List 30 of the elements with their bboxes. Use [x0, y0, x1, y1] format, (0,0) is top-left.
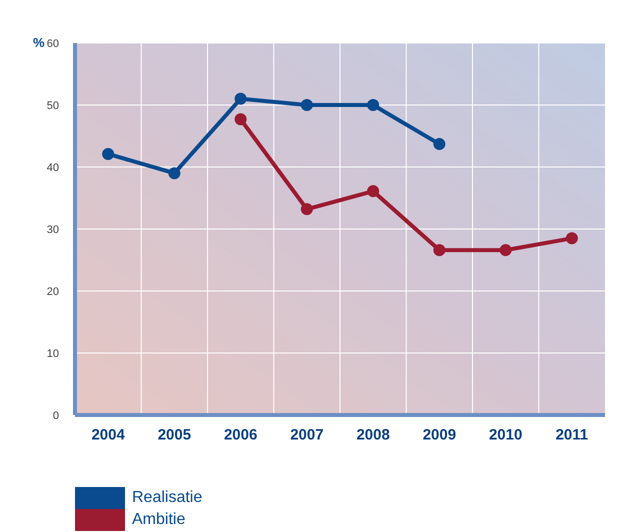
- point: [433, 138, 446, 150]
- x-tick-label: 2011: [556, 426, 588, 444]
- y-tick-label: 50: [46, 100, 59, 112]
- x-tick-label: 2005: [158, 426, 192, 444]
- x-tick-label: 2004: [91, 426, 126, 444]
- point: [367, 99, 380, 111]
- point: [168, 167, 180, 180]
- y-tick-label: 40: [46, 162, 59, 174]
- x-tick-label: 2009: [422, 426, 456, 444]
- y-tick-label: 0: [52, 410, 59, 422]
- x-tick-label: 2010: [488, 426, 522, 444]
- x-tick-label: 2007: [290, 426, 324, 444]
- point: [566, 232, 578, 244]
- point: [234, 113, 247, 126]
- x-tick-label: 2006: [224, 426, 258, 444]
- point: [500, 244, 512, 256]
- point: [102, 148, 114, 160]
- legend-label: Realisatie: [132, 489, 202, 507]
- point: [367, 185, 380, 198]
- y-tick-label: 30: [46, 224, 59, 236]
- y-axis-title: %: [33, 35, 45, 50]
- y-tick-label: 60: [46, 38, 59, 50]
- legend-label: Ambitie: [132, 511, 186, 529]
- y-tick-label: 10: [46, 348, 59, 360]
- point: [234, 92, 247, 105]
- point: [300, 99, 313, 111]
- point: [433, 244, 446, 256]
- y-tick-label: 20: [46, 286, 59, 298]
- point: [300, 203, 313, 216]
- x-tick-label: 2008: [356, 426, 390, 444]
